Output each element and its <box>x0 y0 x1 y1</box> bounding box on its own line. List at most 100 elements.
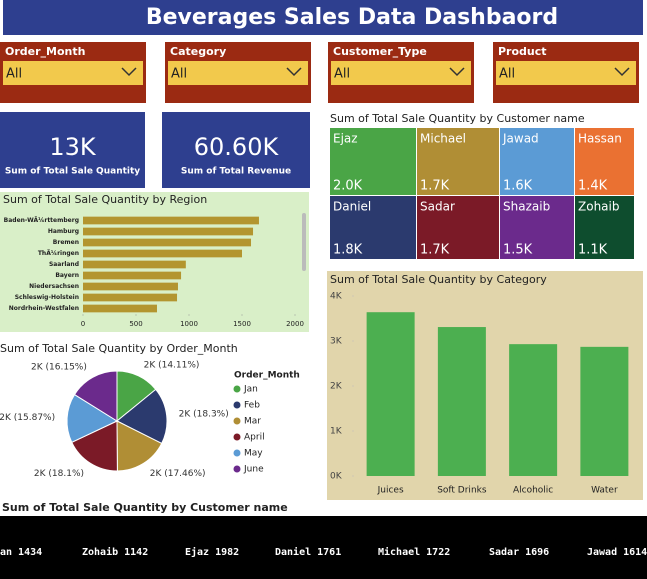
tile-name: Shazaib <box>503 200 550 214</box>
y-tick-label: Schleswig-Holstein <box>15 294 79 301</box>
legend-swatch <box>233 465 241 473</box>
bar <box>83 304 157 313</box>
bar <box>437 327 486 476</box>
treemap-tile <box>417 196 499 259</box>
chart-title: Sum of Total Sale Quantity by Customer n… <box>330 112 585 125</box>
legend-swatch <box>233 385 241 393</box>
legend-title: Order_Month <box>234 371 300 381</box>
tile-value: 1.5K <box>503 243 533 258</box>
ticker-item: Jawad 1614 <box>587 547 647 558</box>
card-value: 13K <box>49 133 97 161</box>
data-label: 2K (17.46%) <box>150 469 206 479</box>
y-tick-label: Baden-WÃ¼rttemberg <box>4 217 79 224</box>
treemap-tile <box>330 128 416 195</box>
bar <box>509 344 558 476</box>
data-label: 2K (18.1%) <box>34 469 84 479</box>
slicer-label: Customer_Type <box>333 45 427 58</box>
y-tick-label: Saarland <box>49 261 79 268</box>
slicer-dropdown[interactable] <box>331 61 471 85</box>
treemap-tile <box>417 128 499 195</box>
ticker-bar <box>0 516 647 579</box>
y-tick-label: 3K <box>330 337 343 347</box>
tile-value: 2.0K <box>333 179 363 194</box>
tile-name: Daniel <box>333 200 371 214</box>
tile-name: Ejaz <box>333 132 358 146</box>
ticker-item: Michael 1722 <box>378 546 450 558</box>
y-tick-label: 2K <box>330 382 343 392</box>
treemap-tile <box>500 196 574 259</box>
legend-label: June <box>243 465 264 475</box>
tile-name: Zohaib <box>578 200 619 214</box>
treemap-tile <box>575 196 634 259</box>
x-tick-label: Juices <box>377 486 404 496</box>
slicer-label: Product <box>498 45 547 58</box>
data-label: 2K (15.87%) <box>0 413 55 423</box>
dropdown-chevron <box>614 67 630 77</box>
ticker-item: Zohaib 1142 <box>82 546 148 558</box>
y-tick-label: 1K <box>330 427 343 437</box>
header-bar <box>3 0 643 35</box>
pie-slice <box>116 388 168 445</box>
scrollbar[interactable] <box>302 213 306 271</box>
legend-swatch <box>233 401 241 409</box>
legend-swatch <box>233 449 241 457</box>
x-tick-label: 1000 <box>180 320 198 328</box>
legend-swatch <box>233 433 241 441</box>
card <box>0 112 145 188</box>
data-label: 2K (18.3%) <box>179 410 229 420</box>
chart-title: Sum of Total Sale Quantity by Region <box>3 193 207 206</box>
y-tick-label: 0K <box>330 472 343 482</box>
tile-value: 1.6K <box>503 179 533 194</box>
slicer-label: Order_Month <box>5 45 85 58</box>
bar <box>83 271 182 280</box>
legend-label: Feb <box>244 401 260 411</box>
legend-label: April <box>244 433 265 443</box>
chart-title: Sum of Total Sale Quantity by Order_Mont… <box>0 342 238 355</box>
pie-slice <box>116 420 163 472</box>
x-tick-label: 500 <box>129 320 142 328</box>
card <box>162 112 310 188</box>
dropdown-chevron <box>121 67 137 77</box>
slicer-dropdown[interactable] <box>3 61 143 85</box>
legend-label: Jan <box>243 385 258 395</box>
y-tick-label: 4K <box>330 292 343 302</box>
slicer-value: All <box>6 67 22 82</box>
chart-title: Sum of Total Sale Quantity by Category <box>330 273 547 286</box>
y-tick-label: ThÃ¼ringen <box>38 250 79 257</box>
data-label: 2K (16.15%) <box>31 362 87 372</box>
slicer-dropdown[interactable] <box>168 61 308 85</box>
y-tick-label: Bayern <box>55 272 79 279</box>
treemap-tile <box>500 128 574 195</box>
dropdown-chevron <box>286 67 302 77</box>
bar <box>83 216 259 225</box>
treemap-tile <box>330 196 416 259</box>
slicer-label: Category <box>170 45 226 58</box>
card-value: 60.60K <box>194 133 280 161</box>
tile-name: Sadar <box>420 200 455 214</box>
bar <box>580 346 629 476</box>
pie-slice <box>73 370 118 422</box>
ticker-item: an 1434 <box>0 547 42 558</box>
tile-name: Hassan <box>578 132 622 146</box>
x-tick-label: Alcoholic <box>513 486 553 496</box>
dropdown-chevron <box>449 67 465 77</box>
y-tick-label: Niedersachsen <box>29 283 79 290</box>
pie-slice <box>66 393 119 444</box>
tile-name: Michael <box>420 132 466 146</box>
bar <box>83 293 178 302</box>
slicer-value: All <box>171 67 187 82</box>
y-tick-label: Nordrhein-Westfalen <box>9 305 79 312</box>
bar <box>83 238 252 247</box>
card-label: Sum of Total Revenue <box>181 167 291 177</box>
legend-swatch <box>233 417 241 425</box>
tile-value: 1.8K <box>333 243 363 258</box>
slicer-dropdown[interactable] <box>496 61 636 85</box>
card-label: Sum of Total Sale Quantity <box>5 167 140 177</box>
y-tick-label: Bremen <box>53 239 79 246</box>
data-label: 2K (14.11%) <box>144 360 200 370</box>
bar <box>366 312 415 476</box>
bar <box>83 260 186 269</box>
ticker-item: Ejaz 1982 <box>185 546 239 558</box>
ticker-item: Sadar 1696 <box>489 547 549 558</box>
dashboard-title: Beverages Sales Data Dashbaord <box>146 5 558 30</box>
